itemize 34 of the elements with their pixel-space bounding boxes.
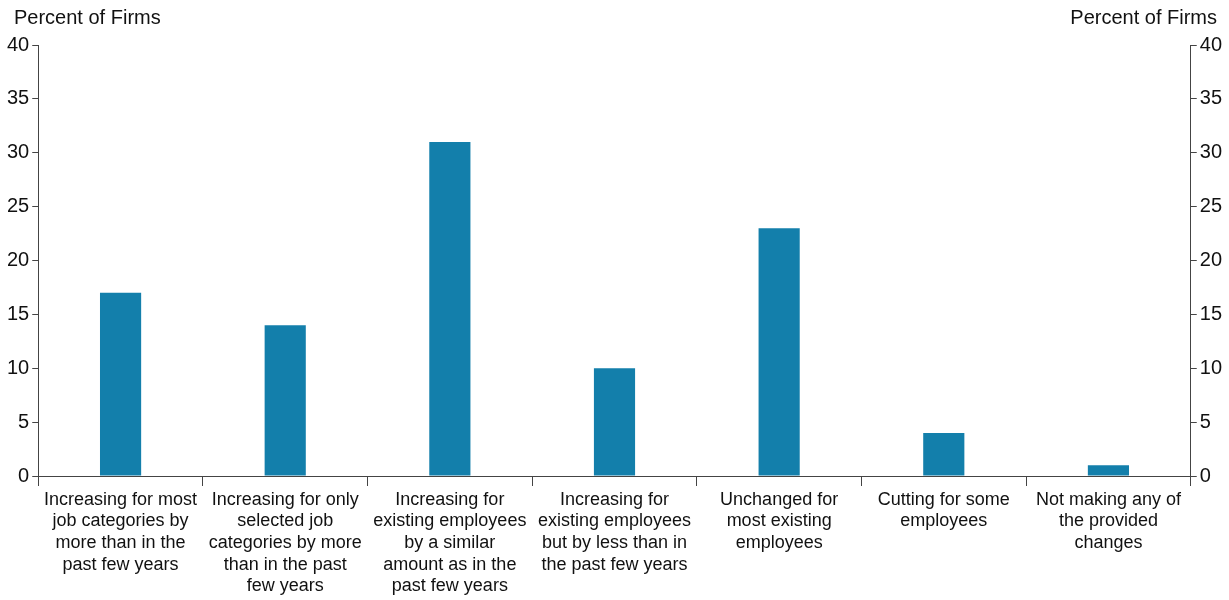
y-tick-label: 5 bbox=[18, 409, 30, 432]
bar bbox=[923, 432, 965, 476]
bar bbox=[1087, 465, 1130, 476]
bar bbox=[758, 228, 800, 476]
x-tick-label: Unchanged for most existing employees bbox=[720, 488, 839, 552]
y-tick-label: 0 bbox=[18, 463, 30, 486]
x-tick-label: Increasing for only selected job categories by more than in the past few years bbox=[208, 488, 362, 596]
y-tick-label: 40 bbox=[7, 32, 30, 55]
y2-tick-label: 40 bbox=[1199, 32, 1222, 55]
y2-tick-label: 25 bbox=[1199, 194, 1222, 217]
y2-tick-label: 5 bbox=[1199, 409, 1211, 432]
y2-tick-label: 10 bbox=[1199, 355, 1222, 378]
x-tick-label: Increasing for existing employees by a similar amount as in the past few years bbox=[373, 488, 527, 596]
x-tick-label: Not making any of the provided changes bbox=[1035, 488, 1182, 552]
x-tick-label: Cutting for some employees bbox=[877, 488, 1010, 531]
y-axis-title: Percent of Firms bbox=[14, 6, 161, 29]
y-tick-label: 30 bbox=[7, 140, 30, 163]
y2-tick-label: 30 bbox=[1199, 140, 1222, 163]
y2-tick-label: 35 bbox=[1199, 86, 1222, 109]
bar bbox=[593, 368, 636, 476]
y-tick-label: 20 bbox=[7, 248, 30, 271]
y-tick-label: 10 bbox=[7, 355, 30, 378]
x-tick-label: Increasing for most job categories by more than in the past few years bbox=[44, 488, 198, 574]
y-tick-label: 25 bbox=[7, 194, 30, 217]
x-tick-label: Increasing for existing employees but by less than in the past few years bbox=[537, 488, 692, 574]
y2-tick-label: 20 bbox=[1199, 248, 1222, 271]
y2-tick-label: 0 bbox=[1199, 463, 1211, 486]
y-tick-label: 15 bbox=[7, 301, 30, 324]
y-tick-label: 35 bbox=[7, 86, 30, 109]
bar bbox=[99, 292, 142, 476]
y2-tick-label: 15 bbox=[1199, 301, 1222, 324]
bar bbox=[429, 141, 471, 476]
y2-axis-title: Percent of Firms bbox=[1070, 6, 1217, 29]
bar bbox=[264, 325, 306, 476]
